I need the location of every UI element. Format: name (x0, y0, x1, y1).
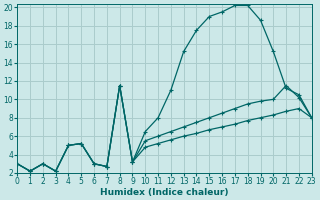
X-axis label: Humidex (Indice chaleur): Humidex (Indice chaleur) (100, 188, 229, 197)
